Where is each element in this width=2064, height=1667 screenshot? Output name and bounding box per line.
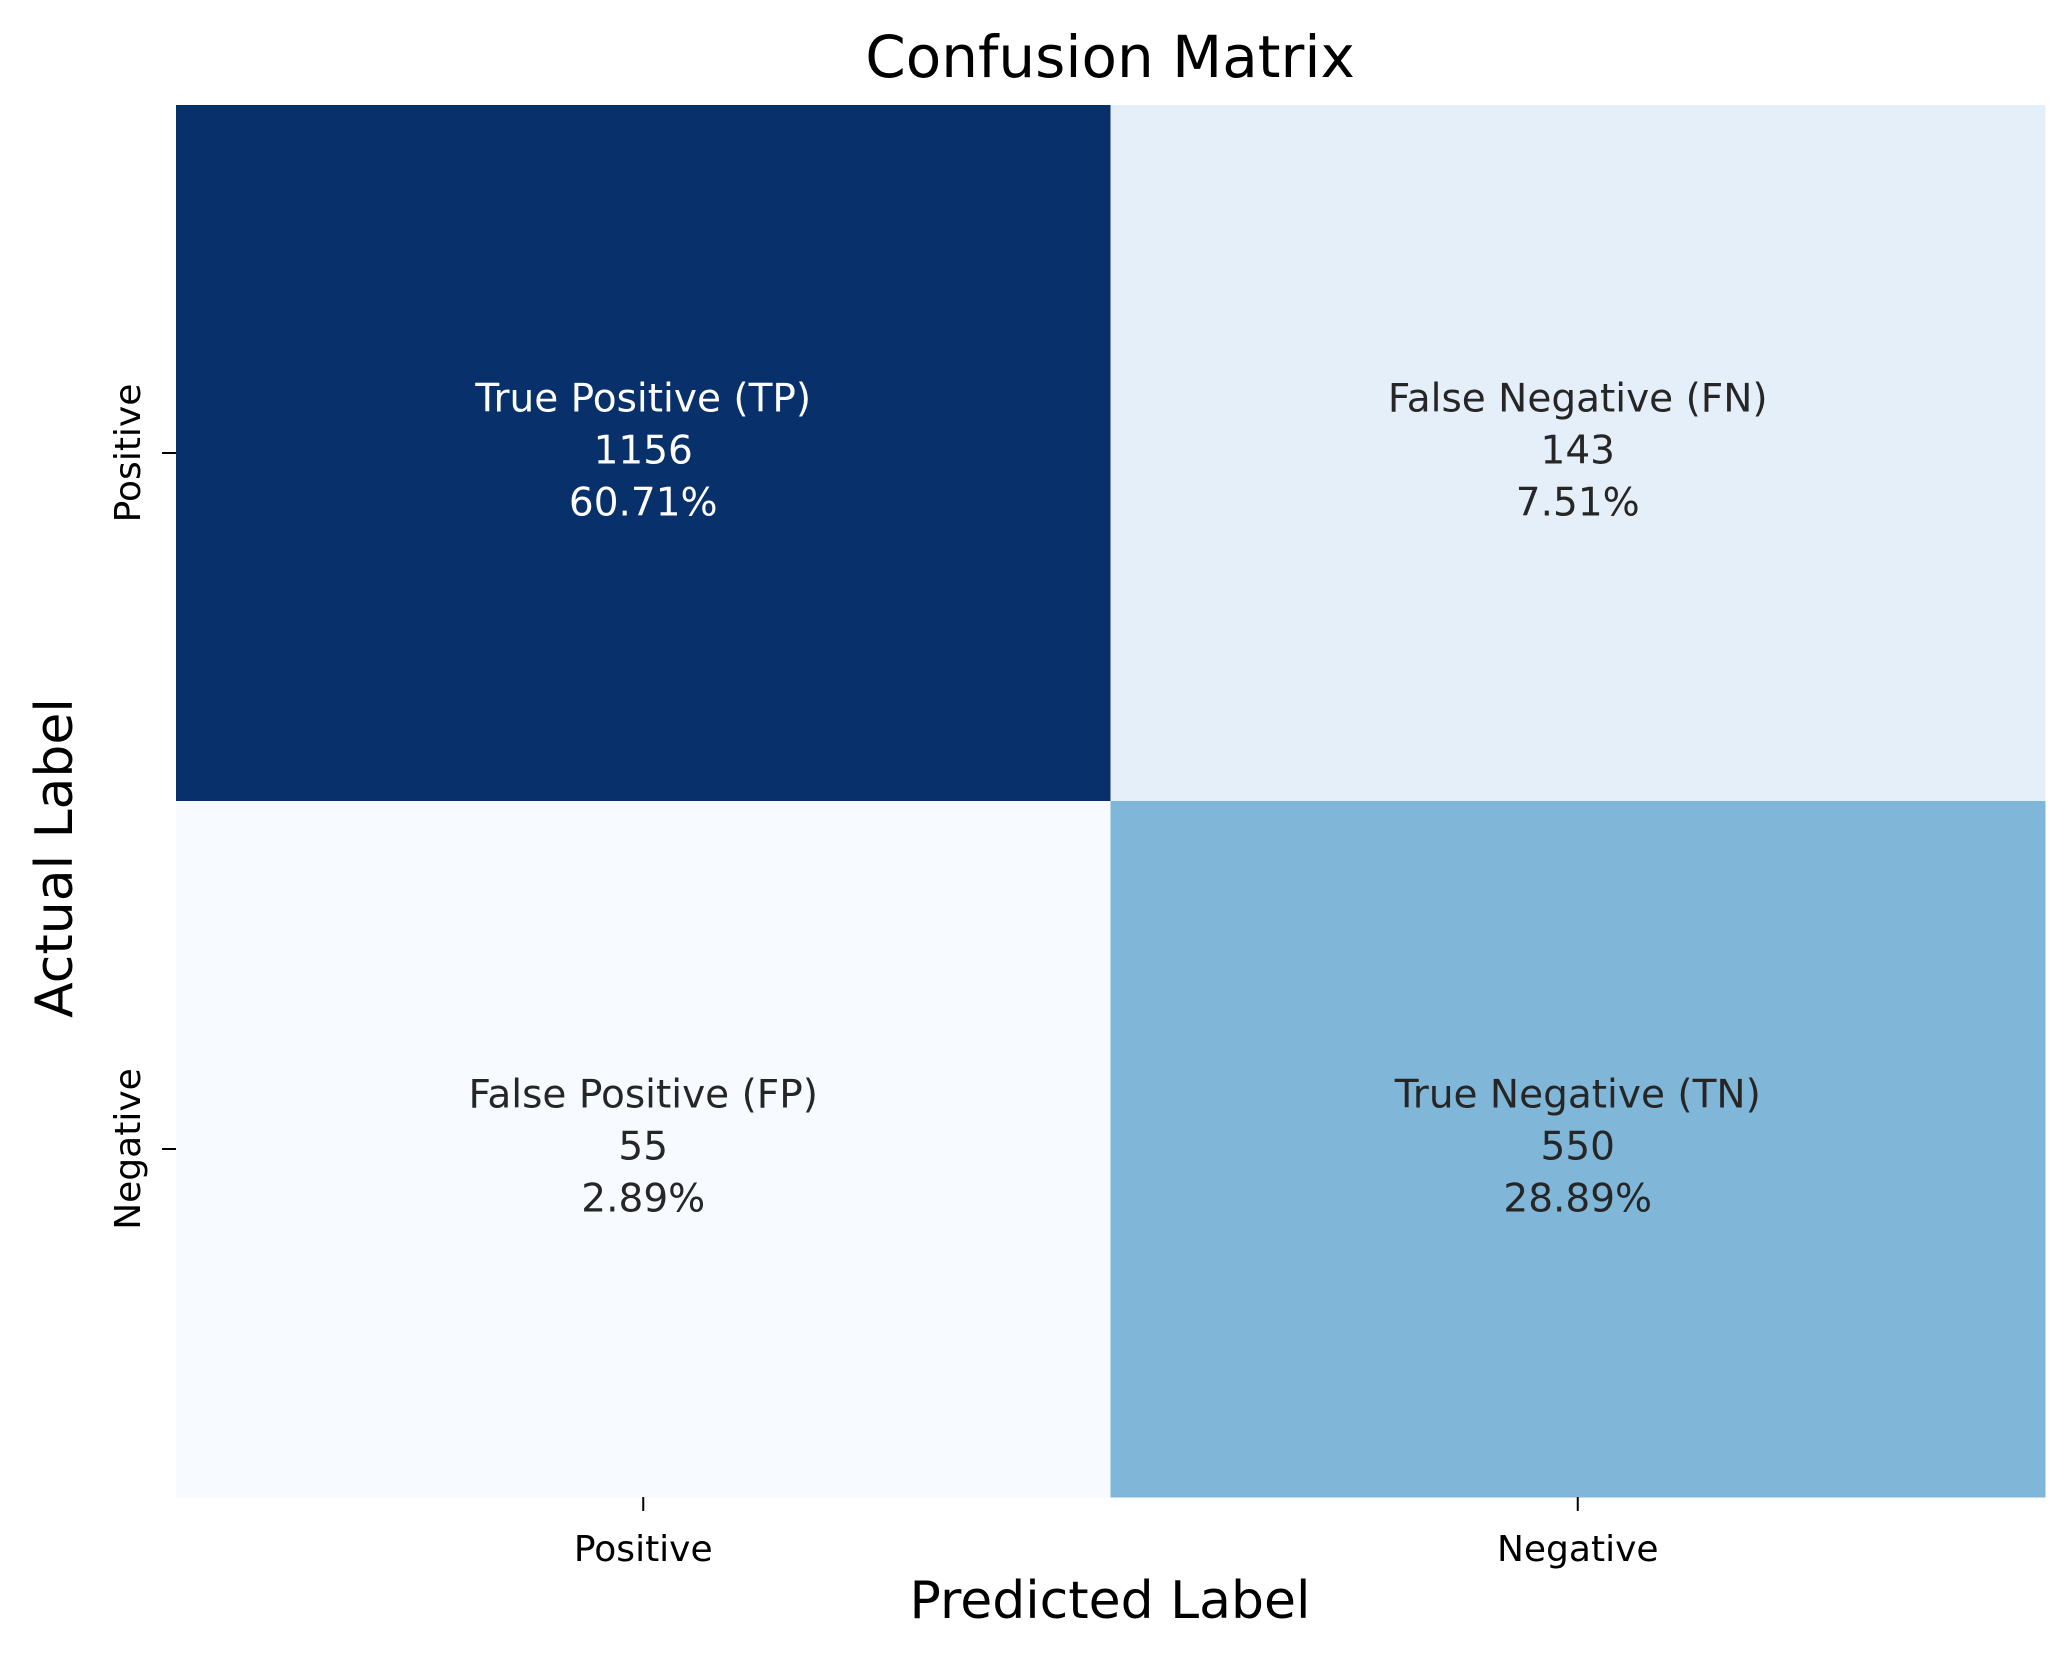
y-tick-label: Negative <box>108 1068 149 1230</box>
y-axis-label: Actual Label <box>25 698 85 1018</box>
cell-label: True Positive (TP) <box>474 377 811 422</box>
cell-count: 143 <box>1541 429 1615 474</box>
heatmap-cell <box>176 105 1111 802</box>
cell-percent: 28.89% <box>1503 1177 1652 1222</box>
heatmap-cell <box>176 801 1111 1498</box>
cell-label: False Positive (FP) <box>469 1073 818 1118</box>
cell-percent: 60.71% <box>569 481 718 526</box>
cell-label: True Negative (TN) <box>1394 1073 1761 1118</box>
x-tick-label: Positive <box>574 1529 713 1570</box>
heatmap-cells <box>176 105 2046 1498</box>
cell-count: 550 <box>1541 1125 1615 1170</box>
x-axis-ticks: Positive Negative <box>574 1497 1659 1570</box>
cell-count: 55 <box>618 1125 668 1170</box>
y-axis-ticks: Positive Negative <box>108 384 176 1230</box>
chart-title: Confusion Matrix <box>865 23 1355 91</box>
heatmap-cell <box>1110 105 2046 802</box>
x-tick-label: Negative <box>1497 1529 1659 1570</box>
heatmap-cell <box>1110 801 2046 1498</box>
cell-count: 1156 <box>594 429 693 474</box>
cell-label: False Negative (FN) <box>1388 377 1768 422</box>
y-tick-label: Positive <box>108 384 149 523</box>
cell-annotations: True Positive (TP) 1156 60.71% False Negati… <box>469 377 1768 1222</box>
cell-percent: 7.51% <box>1516 481 1640 526</box>
cell-percent: 2.89% <box>581 1177 705 1222</box>
x-axis-label: Predicted Label <box>910 1571 1311 1631</box>
